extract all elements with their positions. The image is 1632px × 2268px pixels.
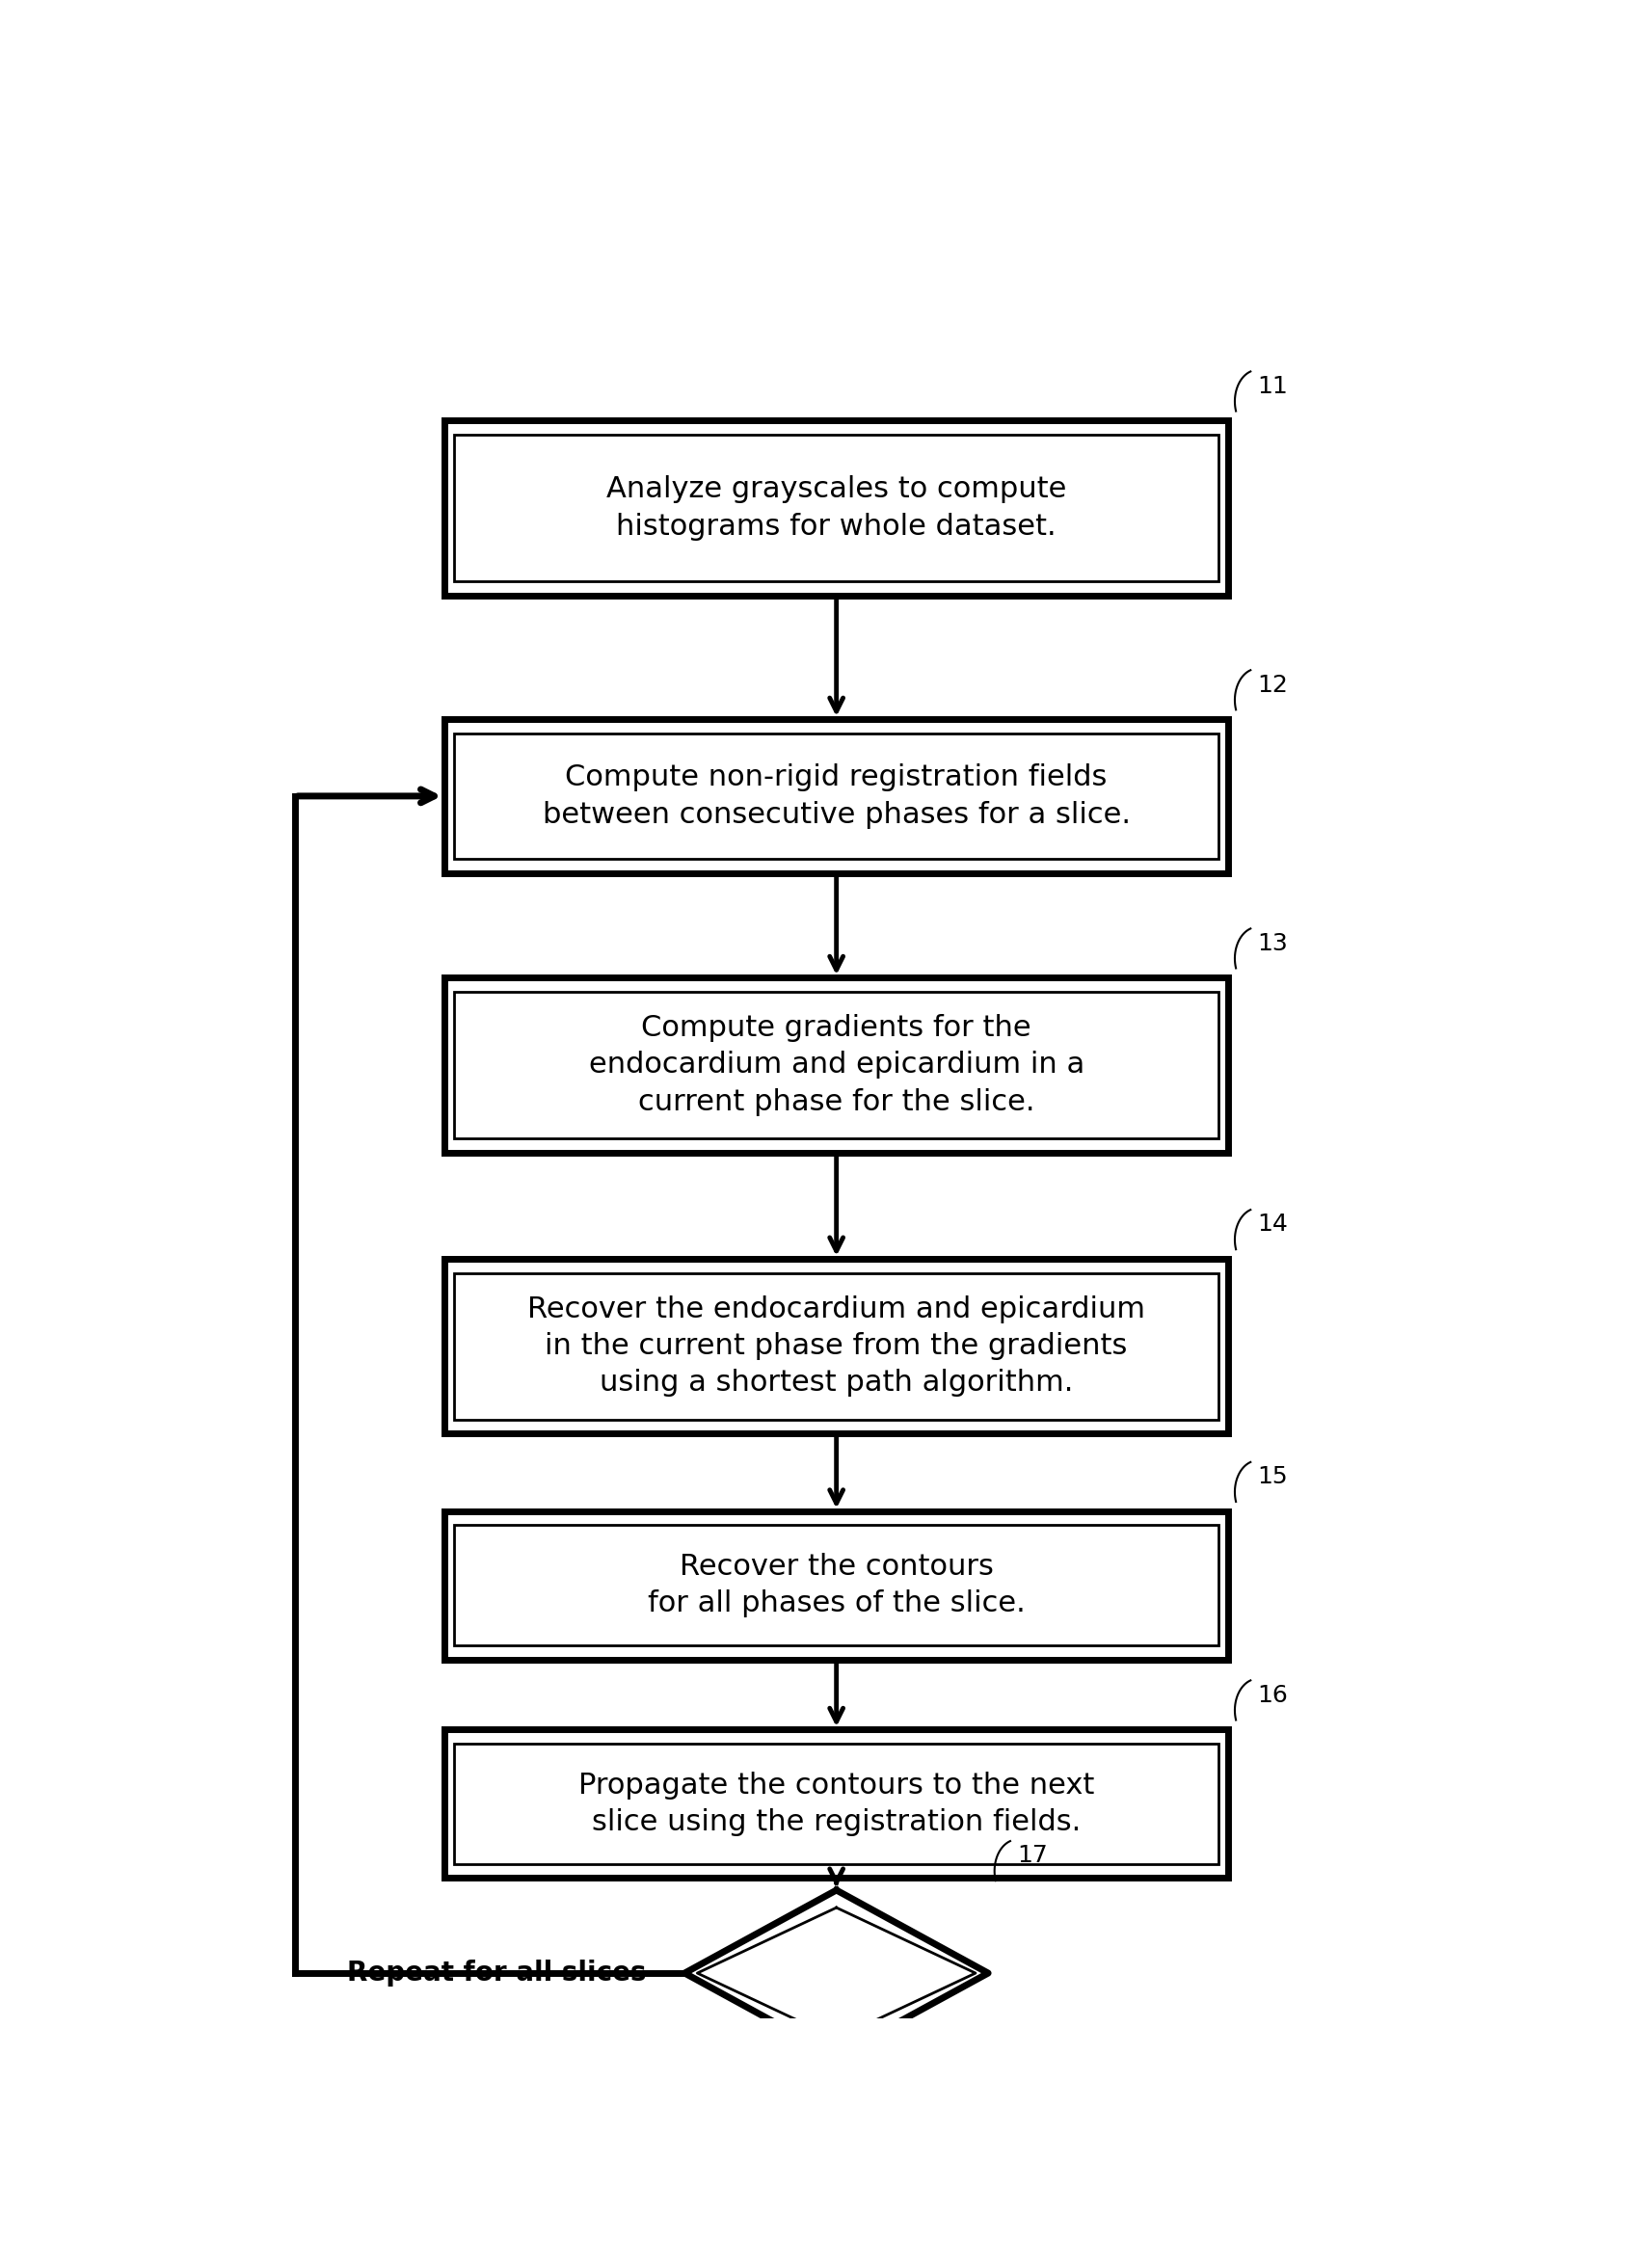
Text: 11: 11	[1258, 374, 1288, 397]
Text: Recover the endocardium and epicardium
in the current phase from the gradients
u: Recover the endocardium and epicardium i…	[527, 1295, 1146, 1397]
Bar	[454, 1272, 1219, 1420]
Bar	[444, 1510, 1229, 1660]
Bar	[444, 420, 1229, 594]
Text: 16: 16	[1258, 1683, 1288, 1708]
Bar	[454, 991, 1219, 1139]
Text: Analyze grayscales to compute
histograms for whole dataset.: Analyze grayscales to compute histograms…	[607, 476, 1066, 540]
Bar	[444, 1259, 1229, 1433]
Bar	[444, 1730, 1229, 1878]
Text: Repeat for all slices: Repeat for all slices	[348, 1960, 646, 1987]
Bar	[454, 1524, 1219, 1647]
Bar	[444, 1730, 1229, 1878]
Text: Recover the contours
for all phases of the slice.: Recover the contours for all phases of t…	[648, 1554, 1025, 1617]
Text: 12: 12	[1258, 674, 1288, 696]
Bar	[454, 1744, 1219, 1864]
Polygon shape	[685, 1889, 987, 2057]
Bar	[444, 978, 1229, 1152]
Bar	[444, 1510, 1229, 1660]
Text: Propagate the contours to the next
slice using the registration fields.: Propagate the contours to the next slice…	[578, 1771, 1095, 1837]
Bar	[444, 978, 1229, 1152]
Bar	[444, 719, 1229, 873]
Bar	[454, 733, 1219, 860]
Text: Compute gradients for the
endocardium and epicardium in a
current phase for the : Compute gradients for the endocardium an…	[589, 1014, 1084, 1116]
Text: Compute non-rigid registration fields
between consecutive phases for a slice.: Compute non-rigid registration fields be…	[542, 764, 1131, 828]
Text: 15: 15	[1258, 1465, 1288, 1488]
Text: 17: 17	[1017, 1844, 1048, 1867]
Text: 14: 14	[1258, 1213, 1288, 1236]
Bar	[454, 435, 1219, 581]
Bar	[444, 1259, 1229, 1433]
Bar	[444, 719, 1229, 873]
Bar	[444, 420, 1229, 594]
Text: 13: 13	[1258, 932, 1288, 955]
